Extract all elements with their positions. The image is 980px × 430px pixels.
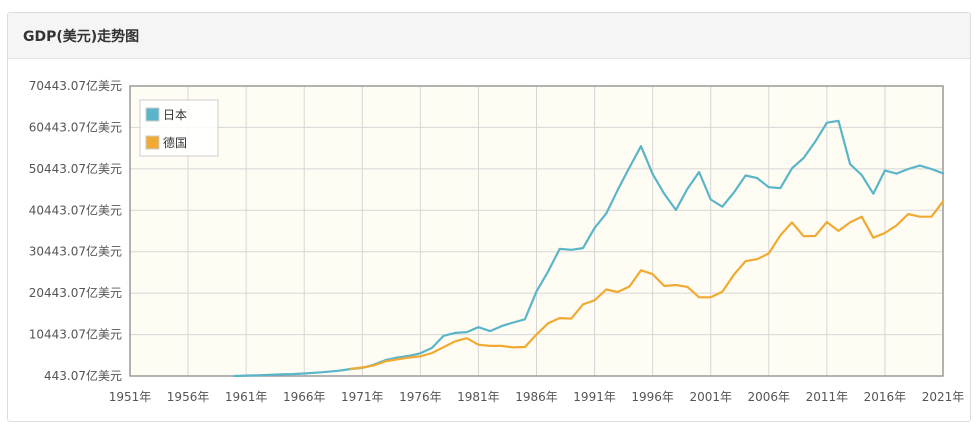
y-tick-label: 50443.07亿美元 <box>29 161 122 176</box>
x-tick-label: 1981年 <box>457 390 500 404</box>
x-tick-label: 1986年 <box>515 390 558 404</box>
y-tick-label: 40443.07亿美元 <box>29 202 122 217</box>
y-tick-label: 20443.07亿美元 <box>29 285 122 300</box>
series-line-germany <box>349 200 945 370</box>
x-tick-label: 1991年 <box>573 390 616 404</box>
legend-swatch <box>145 135 160 150</box>
x-tick-label: 1966年 <box>283 390 326 404</box>
legend-swatch <box>145 107 160 122</box>
x-tick-label: 1971年 <box>341 390 384 404</box>
x-tick-label: 2001年 <box>689 390 732 404</box>
y-tick-label: 30443.07亿美元 <box>29 244 122 259</box>
panel-header: GDP(美元)走势图 <box>8 13 970 59</box>
y-tick-label: 10443.07亿美元 <box>29 327 122 342</box>
plot-frame <box>129 85 944 377</box>
y-tick-label: 70443.07亿美元 <box>29 78 122 93</box>
x-tick-label: 2016年 <box>864 390 907 404</box>
x-tick-label: 2021年 <box>922 390 965 404</box>
x-tick-label: 1996年 <box>631 390 674 404</box>
x-tick-label: 2011年 <box>806 390 849 404</box>
x-tick-label: 1961年 <box>225 390 268 404</box>
x-tick-label: 1976年 <box>399 390 442 404</box>
legend-label: 德国 <box>163 135 187 150</box>
legend-label: 日本 <box>163 108 187 122</box>
x-tick-label: 2006年 <box>748 390 791 404</box>
panel-title: GDP(美元)走势图 <box>23 29 140 45</box>
y-tick-label: 60443.07亿美元 <box>29 119 122 134</box>
x-tick-label: 1951年 <box>109 390 152 404</box>
y-tick-label: 443.07亿美元 <box>44 368 122 383</box>
x-tick-label: 1956年 <box>167 390 210 404</box>
